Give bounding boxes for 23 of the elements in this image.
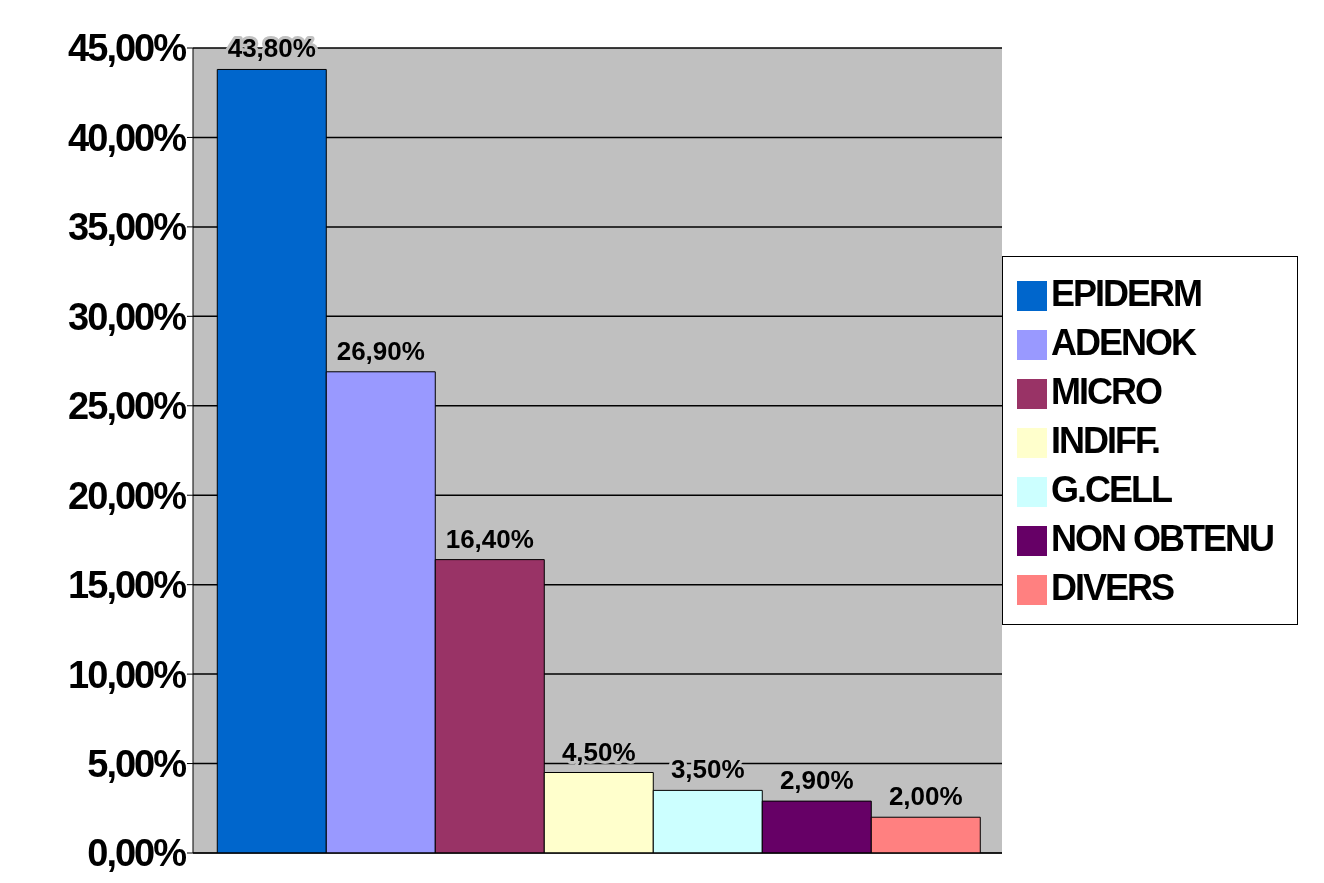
legend-label: EPIDERM (1051, 273, 1202, 314)
legend-label: G.CELL (1051, 469, 1171, 510)
data-label: 3,50% (670, 754, 745, 785)
y-tick-label: 10,00% (68, 653, 187, 696)
legend-label: INDIFF. (1051, 420, 1159, 461)
y-tick-label: 40,00% (68, 116, 187, 159)
legend-label: DIVERS (1051, 567, 1174, 608)
y-tick-label: 15,00% (68, 564, 187, 607)
data-label: 4,50% (561, 736, 636, 767)
legend-label: NON OBTENU (1051, 518, 1273, 559)
y-tick-label: 35,00% (68, 206, 187, 249)
legend-label: MICRO (1051, 371, 1161, 412)
y-tick-label: 25,00% (68, 385, 187, 428)
data-label: 2,90% (779, 765, 854, 796)
y-tick-label: 30,00% (68, 295, 187, 338)
y-tick-label: 0,00% (87, 832, 187, 875)
legend-label: ADENOK (1051, 322, 1196, 363)
y-tick-label: 20,00% (68, 474, 187, 517)
data-label: 26,90% (336, 335, 425, 366)
y-tick-label: 45,00% (68, 27, 187, 70)
y-tick-label: 5,00% (87, 743, 187, 786)
data-label: 16,40% (445, 523, 534, 554)
data-label: 2,00% (888, 781, 963, 812)
